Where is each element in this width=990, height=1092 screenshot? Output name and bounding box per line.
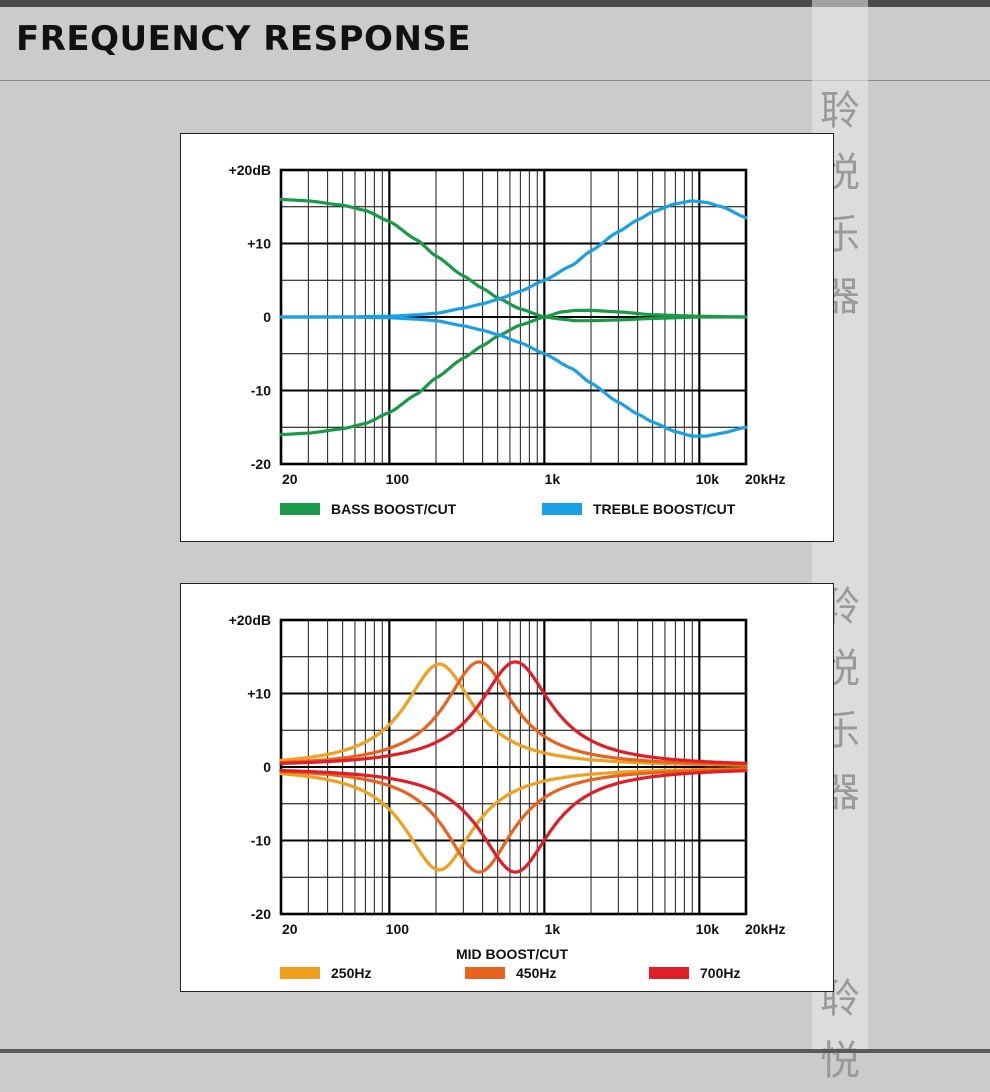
legend-swatch	[542, 503, 582, 515]
section-header: FREQUENCY RESPONSE	[0, 7, 990, 81]
x-tick-label: 20	[282, 471, 298, 487]
x-tick-label: 100	[386, 921, 410, 937]
legend-swatch	[280, 503, 320, 515]
series-line	[279, 315, 748, 438]
series-line	[279, 197, 748, 319]
series-line	[279, 767, 748, 874]
grid	[279, 618, 748, 916]
y-tick-label: 0	[263, 309, 271, 325]
legend-swatch	[465, 967, 505, 979]
y-tick-label: -10	[251, 383, 271, 399]
legend-label: 250Hz	[331, 965, 371, 981]
y-tick-label: +20dB	[229, 612, 271, 628]
y-tick-label: -20	[251, 456, 271, 472]
series-line	[279, 315, 748, 437]
mid-chart-panel: +20dB +10 0 -10 -20 20 100 1k 10k 20kHz MID BOOST/…	[180, 583, 834, 992]
page-title: FREQUENCY RESPONSE	[16, 19, 472, 59]
legend-swatch	[649, 967, 689, 979]
legend-label: BASS BOOST/CUT	[331, 501, 457, 517]
series-line	[279, 660, 748, 767]
y-tick-label: -20	[251, 906, 271, 922]
watermark-char: 悦	[820, 1038, 860, 1084]
y-tick-label: +10	[247, 236, 271, 252]
mid-chart: +20dB +10 0 -10 -20 20 100 1k 10k 20kHz MID BOOST/…	[229, 612, 786, 981]
y-tick-label: 0	[263, 759, 271, 775]
bass-treble-chart: +20dB +10 0 -10 -20 20 100 1k 10k 20kHz BASS BOOST…	[229, 162, 786, 517]
x-tick-label: 10k	[696, 471, 720, 487]
x-tick-label: 1k	[545, 471, 561, 487]
series-line	[279, 769, 748, 874]
legend-swatch	[280, 967, 320, 979]
plot-frame	[279, 618, 748, 916]
legend-label: 700Hz	[700, 965, 740, 981]
bass-treble-chart-panel: +20dB +10 0 -10 -20 20 100 1k 10k 20kHz BASS BOOST…	[180, 133, 834, 542]
x-tick-label: 1k	[545, 921, 561, 937]
legend-label: TREBLE BOOST/CUT	[593, 501, 736, 517]
series-line	[279, 199, 748, 319]
y-tick-label: +20dB	[229, 162, 271, 178]
series-line	[279, 662, 748, 767]
top-bar	[0, 0, 990, 7]
x-tick-label: 100	[386, 471, 410, 487]
bottom-bar	[0, 1049, 990, 1053]
y-tick-label: -10	[251, 833, 271, 849]
series-line	[279, 767, 748, 872]
x-tick-label: 20kHz	[745, 921, 785, 937]
x-tick-label: 20	[282, 921, 298, 937]
x-tick-label: 10k	[696, 921, 720, 937]
x-tick-label: 20kHz	[745, 471, 785, 487]
x-axis-label: MID BOOST/CUT	[456, 946, 568, 962]
legend-label: 450Hz	[516, 965, 556, 981]
series-line	[279, 660, 748, 765]
y-tick-label: +10	[247, 686, 271, 702]
watermark-char: 聆	[820, 88, 860, 134]
